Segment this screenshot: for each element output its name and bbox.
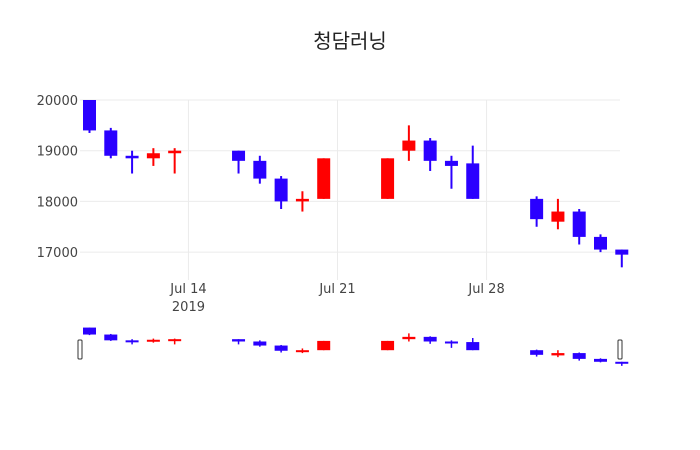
x-axis: Jul 14 2019 Jul 21 Jul 28 (169, 282, 504, 315)
slider-candle (83, 327, 96, 336)
slider-candle-body (466, 342, 480, 351)
candle-body (317, 158, 331, 199)
slider-candle (317, 340, 331, 351)
candle-body (402, 140, 416, 151)
range-slider[interactable] (77, 327, 629, 366)
slider-candle-body (402, 336, 416, 340)
y-tick-label: 17000 (37, 246, 78, 261)
y-tick-label: 20000 (37, 94, 78, 109)
slider-candle-body (253, 341, 267, 346)
slider-candle (232, 339, 246, 345)
slider-candle (104, 333, 118, 341)
slider-candle (444, 340, 458, 348)
candle-body (572, 211, 586, 237)
candle-body (444, 160, 458, 166)
slider-candle-body (295, 350, 309, 353)
candle (423, 138, 437, 171)
candle-body (274, 178, 288, 202)
chart-title: 청담러닝 (313, 29, 387, 53)
candle-body (125, 155, 139, 159)
slider-candle-body (615, 361, 629, 364)
slider-candle-body (104, 334, 118, 341)
x-tick-label: Jul 14 (169, 282, 206, 297)
candle (253, 155, 267, 184)
candle-body (530, 198, 544, 220)
candle-body (381, 158, 395, 199)
slider-candle-body (317, 340, 331, 351)
slider-candle (381, 340, 395, 351)
candle (295, 191, 309, 212)
slider-candle (466, 338, 480, 351)
candle (594, 234, 607, 253)
candle (232, 150, 246, 174)
candle (168, 148, 182, 174)
candle-body (615, 249, 629, 255)
candle-body (104, 130, 118, 156)
slider-candle-body (274, 345, 288, 351)
slider-candle (168, 338, 182, 345)
grid-layer (80, 99, 620, 280)
candle-body (466, 163, 480, 199)
y-axis: 20000 19000 18000 17000 (37, 94, 78, 261)
candle-body (423, 140, 437, 161)
candle-body (253, 160, 267, 179)
candle-body (146, 153, 160, 159)
candle (381, 158, 395, 199)
x-tick-label: Jul 28 (467, 282, 504, 297)
candle (444, 155, 458, 189)
candle-body (232, 150, 246, 161)
slider-candle-body (146, 339, 160, 342)
slider-candle-body (83, 327, 96, 335)
candle (146, 148, 160, 166)
slider-candle (295, 348, 309, 354)
candle (125, 150, 139, 174)
slider-candle (274, 344, 288, 353)
candle (83, 100, 96, 133)
slider-candle (423, 336, 437, 344)
candle (572, 209, 586, 245)
x-tick-sublabel: 2019 (172, 300, 205, 315)
candle-body (295, 198, 309, 202)
slider-candle-body (423, 336, 437, 342)
slider-candle (551, 350, 565, 358)
candle (615, 249, 629, 268)
slider-candle-body (232, 339, 246, 342)
x-tick-label: Jul 21 (318, 282, 355, 297)
candle-body (83, 100, 96, 131)
candle (274, 176, 288, 210)
candle-body (594, 236, 607, 250)
slider-candle (125, 339, 139, 345)
slider-candle (530, 349, 544, 357)
y-tick-label: 19000 (37, 145, 78, 160)
slider-candle-body (168, 339, 182, 342)
slider-candle-body (530, 350, 544, 355)
candle (402, 125, 416, 161)
slider-candle-body (381, 340, 395, 351)
slider-candle-body (125, 340, 139, 343)
slider-candle-body (572, 353, 586, 359)
slider-candle (594, 358, 607, 363)
slider-candle (146, 338, 160, 343)
range-slider-left-handle[interactable] (77, 339, 83, 360)
candles (83, 100, 629, 268)
slider-candle (253, 340, 267, 347)
slider-candle-body (594, 358, 607, 362)
y-tick-label: 18000 (37, 195, 78, 210)
candle (551, 198, 565, 230)
slider-candle (402, 333, 416, 342)
slider-candle-body (444, 341, 458, 344)
slider-candle (572, 352, 586, 361)
slider-candle-body (551, 353, 565, 356)
candle-body (551, 211, 565, 222)
candle (466, 145, 480, 199)
candle (104, 127, 118, 159)
slider-candle (615, 361, 629, 366)
candle-body (168, 150, 182, 154)
candle (317, 158, 331, 199)
range-slider-right-handle[interactable] (617, 339, 623, 360)
candle (530, 196, 544, 227)
